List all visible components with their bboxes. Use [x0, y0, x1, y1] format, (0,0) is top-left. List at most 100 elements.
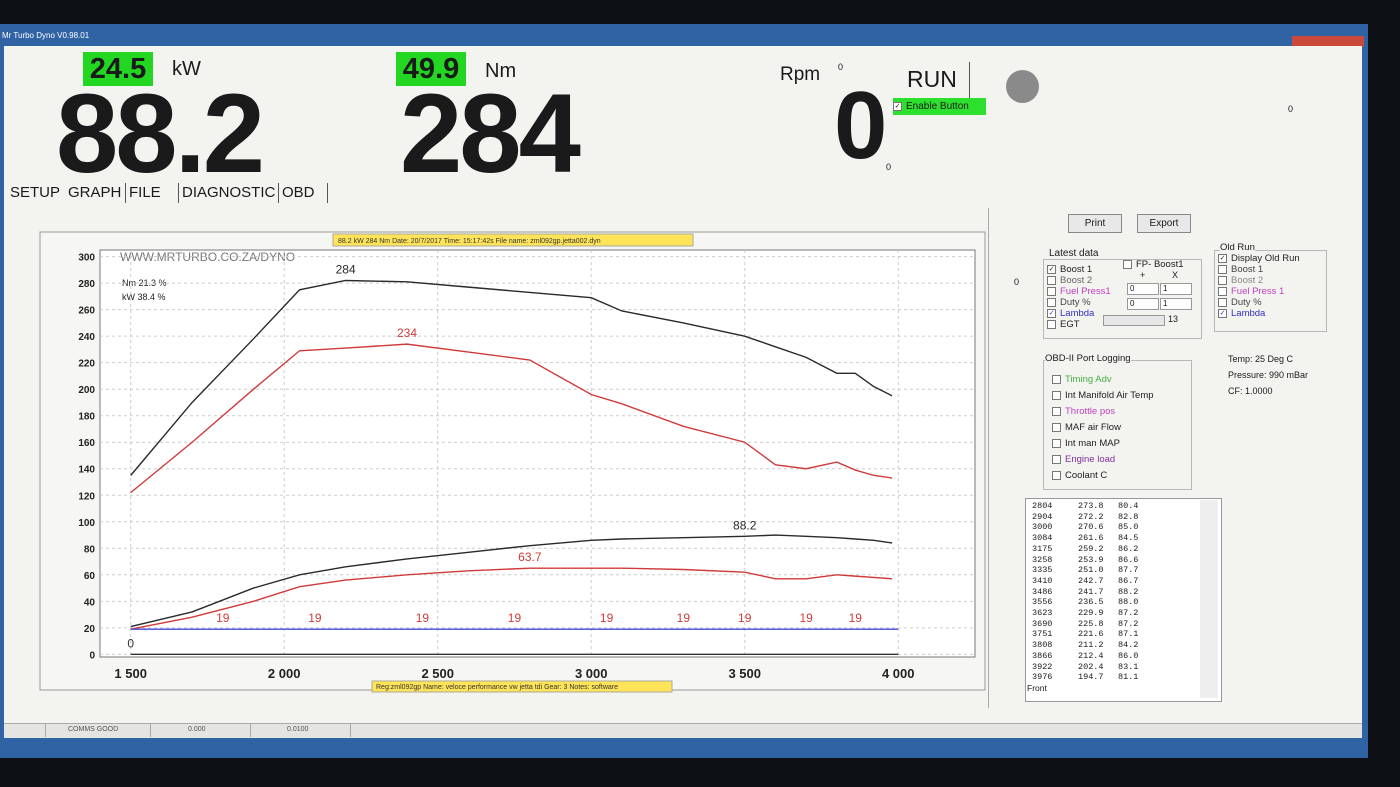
menu-item[interactable]: SETUP [10, 184, 61, 201]
checkbox-item[interactable]: ✓ Boost 1 [1047, 264, 1092, 275]
log-cell: 83.1 [1118, 661, 1139, 672]
checkbox[interactable] [1218, 286, 1227, 296]
latest-group [1043, 259, 1202, 339]
checkbox-item[interactable]: Boost 2 [1047, 275, 1092, 286]
checkbox-item[interactable]: EGT [1047, 319, 1080, 330]
log-cell: 211.2 [1078, 640, 1104, 651]
checkbox[interactable] [1123, 259, 1132, 269]
y-tick-label: 200 [78, 385, 95, 396]
menu-item[interactable]: DIAGNOSTIC [182, 184, 276, 201]
slider-value: 13 [1168, 314, 1179, 324]
checkbox[interactable] [1052, 374, 1061, 384]
checkbox-item[interactable]: Coolant C [1052, 470, 1107, 481]
y-tick-label: 0 [89, 650, 95, 661]
y-tick-label: 20 [84, 624, 96, 635]
checkbox[interactable] [1047, 297, 1056, 307]
checkbox[interactable] [1052, 438, 1061, 448]
checkbox-item[interactable]: Boost 2 [1218, 275, 1263, 286]
checkbox[interactable] [1218, 275, 1227, 285]
input-field[interactable]: 1 [1160, 298, 1192, 310]
checkbox[interactable]: ✓ [1218, 253, 1227, 263]
checkbox[interactable] [1218, 297, 1227, 307]
log-cell: 85.0 [1118, 522, 1139, 533]
menu-item[interactable]: GRAPH [68, 184, 122, 201]
checkbox-item[interactable]: Boost 1 [1218, 264, 1263, 275]
log-list[interactable] [1025, 498, 1222, 702]
input-field[interactable]: 0 [1127, 283, 1159, 295]
checkbox[interactable] [1052, 454, 1061, 464]
checkbox-label: Int man MAP [1065, 438, 1120, 449]
rpm-label: Rpm [780, 64, 821, 85]
button[interactable]: Export [1137, 214, 1191, 233]
x-tick-label: 2 500 [421, 666, 454, 681]
condition: CF: 1.0000 [1228, 386, 1273, 396]
checkbox-label: Fuel Press 1 [1231, 286, 1285, 297]
checkbox-item[interactable]: Duty % [1218, 297, 1262, 308]
checkbox[interactable]: ✓ [1047, 308, 1056, 318]
log-cell: 242.7 [1078, 575, 1104, 586]
checkbox[interactable]: ✓ [1218, 308, 1227, 318]
checkbox-item[interactable]: Timing Adv [1052, 374, 1112, 385]
button[interactable]: Print [1068, 214, 1122, 233]
enable-checkbox[interactable]: ✓ Enable Button [893, 98, 986, 115]
checkbox[interactable] [1047, 286, 1056, 296]
log-cell: 86.0 [1118, 650, 1139, 661]
input-field[interactable]: 1 [1160, 283, 1192, 295]
plus: + [1140, 270, 1146, 280]
status-divider [250, 724, 251, 737]
log-cell: 3922 [1032, 661, 1053, 672]
chart-footer: Reg:zml092gp Name: veloce performance vw… [376, 684, 618, 691]
checkbox[interactable] [1218, 264, 1227, 274]
log-cell: 2904 [1032, 511, 1053, 522]
checkbox[interactable] [1052, 390, 1061, 400]
checkbox[interactable] [1052, 470, 1061, 480]
log-cell: 3410 [1032, 575, 1053, 586]
checkbox-item[interactable]: Fuel Press1 [1047, 286, 1111, 297]
checkbox-item[interactable]: Engine load [1052, 454, 1115, 465]
checkbox-item[interactable]: ✓ Lambda [1047, 308, 1094, 319]
checkbox-label: Lambda [1060, 308, 1095, 319]
menu-item[interactable]: OBD [282, 184, 315, 201]
input-field[interactable]: 0 [1127, 298, 1159, 310]
log-cell: 3335 [1032, 565, 1053, 576]
fp-boost[interactable]: FP- Boost1 [1123, 259, 1184, 270]
menu-item[interactable]: FILE [129, 184, 161, 201]
window-controls[interactable] [1292, 36, 1364, 47]
log-scrollbar[interactable] [1200, 500, 1218, 698]
checkbox[interactable] [1052, 422, 1061, 432]
log-cell: 236.5 [1078, 597, 1104, 608]
checkbox-item[interactable]: Fuel Press 1 [1218, 286, 1284, 297]
checkbox-label: Duty % [1060, 297, 1091, 308]
checkbox-item[interactable]: ✓ Lambda [1218, 308, 1265, 319]
checkbox[interactable] [1052, 406, 1061, 416]
slider[interactable] [1103, 315, 1165, 326]
plot-area [99, 249, 976, 658]
checkbox-item[interactable]: ✓ Display Old Run [1218, 253, 1300, 264]
enable-label: Enable Button [906, 101, 969, 112]
log-cell: 202.4 [1078, 661, 1104, 672]
checkbox-item[interactable]: Throttle pos [1052, 406, 1115, 417]
torque-peak: 49.9 [396, 52, 466, 86]
checkbox[interactable] [1047, 319, 1056, 329]
x-tick-label: 1 500 [114, 666, 147, 681]
checkbox-item[interactable]: Duty % [1047, 297, 1091, 308]
checkbox[interactable]: ✓ [893, 101, 902, 111]
log-cell: 81.1 [1118, 672, 1139, 683]
rpm-sub: 0 [886, 162, 892, 172]
checkbox[interactable]: ✓ [1047, 264, 1056, 274]
checkbox-label: Boost 1 [1231, 264, 1264, 275]
series-line [130, 534, 893, 628]
left-value: 0 [1014, 277, 1020, 287]
footer-box [371, 680, 673, 693]
power-unit: kW [172, 58, 201, 80]
y-tick-label: 120 [78, 491, 95, 502]
checkbox[interactable] [1047, 275, 1056, 285]
status-cell: 0.0100 [287, 726, 309, 733]
separator [327, 183, 328, 203]
checkbox-item[interactable]: MAF air Flow [1052, 422, 1121, 433]
checkbox-item[interactable]: Int Manifold Air Temp [1052, 390, 1154, 401]
checkbox-label: Boost 2 [1060, 275, 1093, 286]
power-peak: 24.5 [83, 52, 153, 86]
checkbox-item[interactable]: Int man MAP [1052, 438, 1120, 449]
